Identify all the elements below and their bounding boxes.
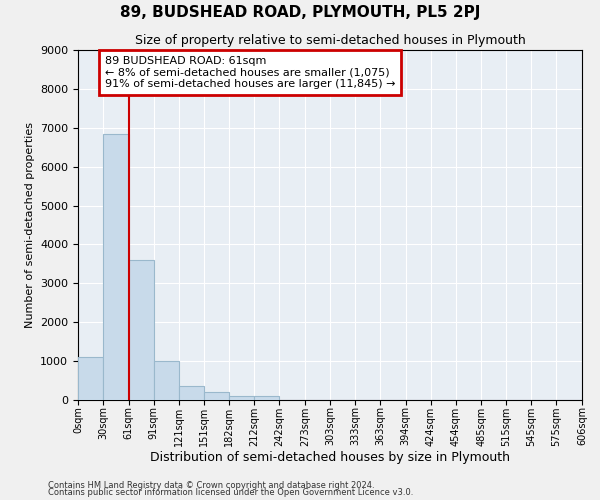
Text: 89, BUDSHEAD ROAD, PLYMOUTH, PL5 2PJ: 89, BUDSHEAD ROAD, PLYMOUTH, PL5 2PJ: [120, 5, 480, 20]
Text: Contains public sector information licensed under the Open Government Licence v3: Contains public sector information licen…: [48, 488, 413, 497]
Title: Size of property relative to semi-detached houses in Plymouth: Size of property relative to semi-detach…: [134, 34, 526, 48]
Text: 89 BUDSHEAD ROAD: 61sqm
← 8% of semi-detached houses are smaller (1,075)
91% of : 89 BUDSHEAD ROAD: 61sqm ← 8% of semi-det…: [104, 56, 395, 89]
Bar: [103, 134, 129, 400]
Bar: [154, 361, 179, 400]
Y-axis label: Number of semi-detached properties: Number of semi-detached properties: [25, 122, 35, 328]
Bar: [229, 396, 254, 400]
Text: Contains HM Land Registry data © Crown copyright and database right 2024.: Contains HM Land Registry data © Crown c…: [48, 480, 374, 490]
Bar: [78, 357, 103, 400]
Bar: [254, 396, 279, 400]
Bar: [203, 392, 229, 400]
Bar: [129, 260, 154, 400]
X-axis label: Distribution of semi-detached houses by size in Plymouth: Distribution of semi-detached houses by …: [150, 452, 510, 464]
Bar: [179, 386, 203, 400]
